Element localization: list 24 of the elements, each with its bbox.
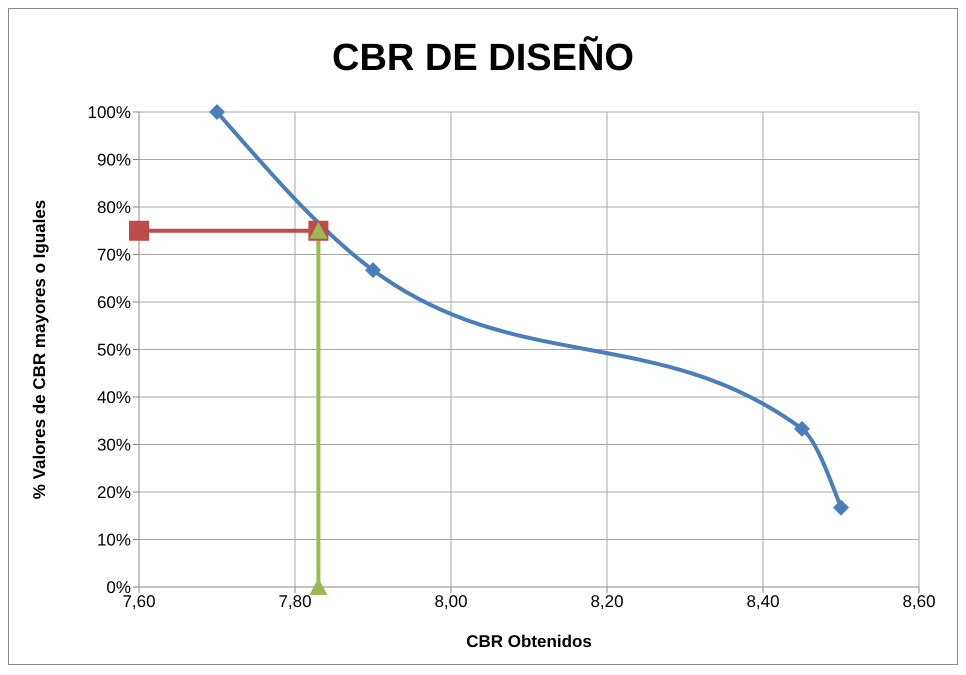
- y-tick-label: 60%: [96, 293, 131, 312]
- x-tick-label: 8,40: [746, 592, 780, 612]
- y-tick-label: 50%: [96, 340, 131, 360]
- point: [833, 500, 849, 516]
- x-tick-label: 7,60: [122, 592, 156, 612]
- y-tick-label: 20%: [96, 483, 131, 502]
- y-tick-label: 70%: [96, 246, 131, 265]
- point: [209, 104, 225, 120]
- y-tick-label: 90%: [96, 150, 131, 170]
- x-tick-label: 8,60: [902, 592, 936, 612]
- y-tick-label: 10%: [96, 530, 131, 550]
- x-tick-label: 8,20: [590, 592, 624, 612]
- chart-title: CBR DE DISEÑO: [331, 35, 635, 81]
- x-tick-label: 7,80: [278, 592, 312, 612]
- y-axis-title: % Valores de CBR mayores o Iguales: [30, 200, 50, 500]
- y-tick-label: 80%: [96, 198, 131, 218]
- y-tick-label: 100%: [88, 103, 131, 122]
- point: [794, 420, 810, 437]
- x-axis-title: CBR Obtenidos: [466, 632, 592, 651]
- point: [129, 220, 149, 241]
- y-tick-label: 30%: [96, 436, 131, 455]
- x-tick-label: 8,00: [434, 592, 468, 612]
- point: [365, 262, 381, 278]
- y-tick-label: 40%: [96, 388, 131, 408]
